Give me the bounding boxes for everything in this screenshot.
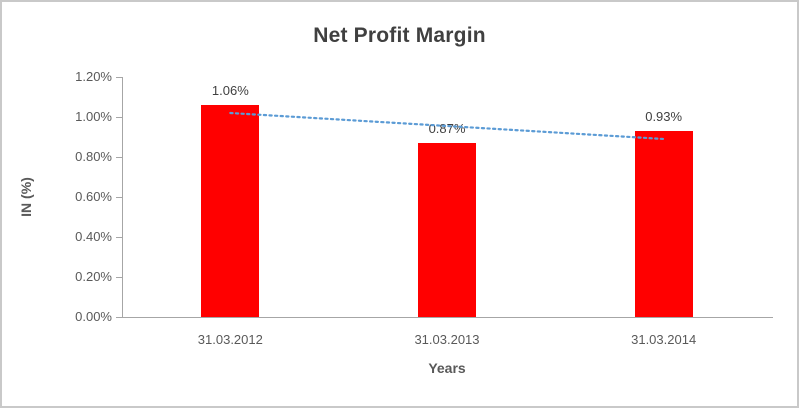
y-tick-label: 0.40%	[75, 229, 112, 244]
y-tick-mark	[116, 317, 122, 318]
y-tick-label: 0.80%	[75, 149, 112, 164]
bar-31.03.2013	[418, 143, 476, 317]
y-tick-mark	[116, 197, 122, 198]
y-tick-mark	[116, 277, 122, 278]
bar-data-label: 0.87%	[428, 121, 466, 136]
y-tick-mark	[116, 77, 122, 78]
bar-31.03.2014	[634, 131, 693, 317]
y-tick-label: 1.00%	[75, 109, 112, 124]
y-tick-mark	[116, 157, 122, 158]
x-axis-title: Years	[428, 360, 466, 376]
bar-data-label: 0.93%	[645, 109, 683, 124]
y-tick-label: 0.20%	[75, 269, 112, 284]
y-tick-label: 0.60%	[75, 189, 112, 204]
y-tick-mark	[116, 117, 122, 118]
chart-title: Net Profit Margin	[313, 24, 486, 47]
x-tick-label: 31.03.2012	[197, 332, 263, 347]
bar-31.03.2012	[201, 105, 260, 317]
x-tick-label: 31.03.2013	[414, 332, 480, 347]
x-tick-label: 31.03.2014	[631, 332, 697, 347]
y-tick-label: 1.20%	[75, 69, 112, 84]
y-tick-label: 0.00%	[75, 309, 112, 324]
y-tick-mark	[116, 237, 122, 238]
bar-data-label: 1.06%	[211, 83, 249, 98]
plot-area	[122, 77, 773, 318]
